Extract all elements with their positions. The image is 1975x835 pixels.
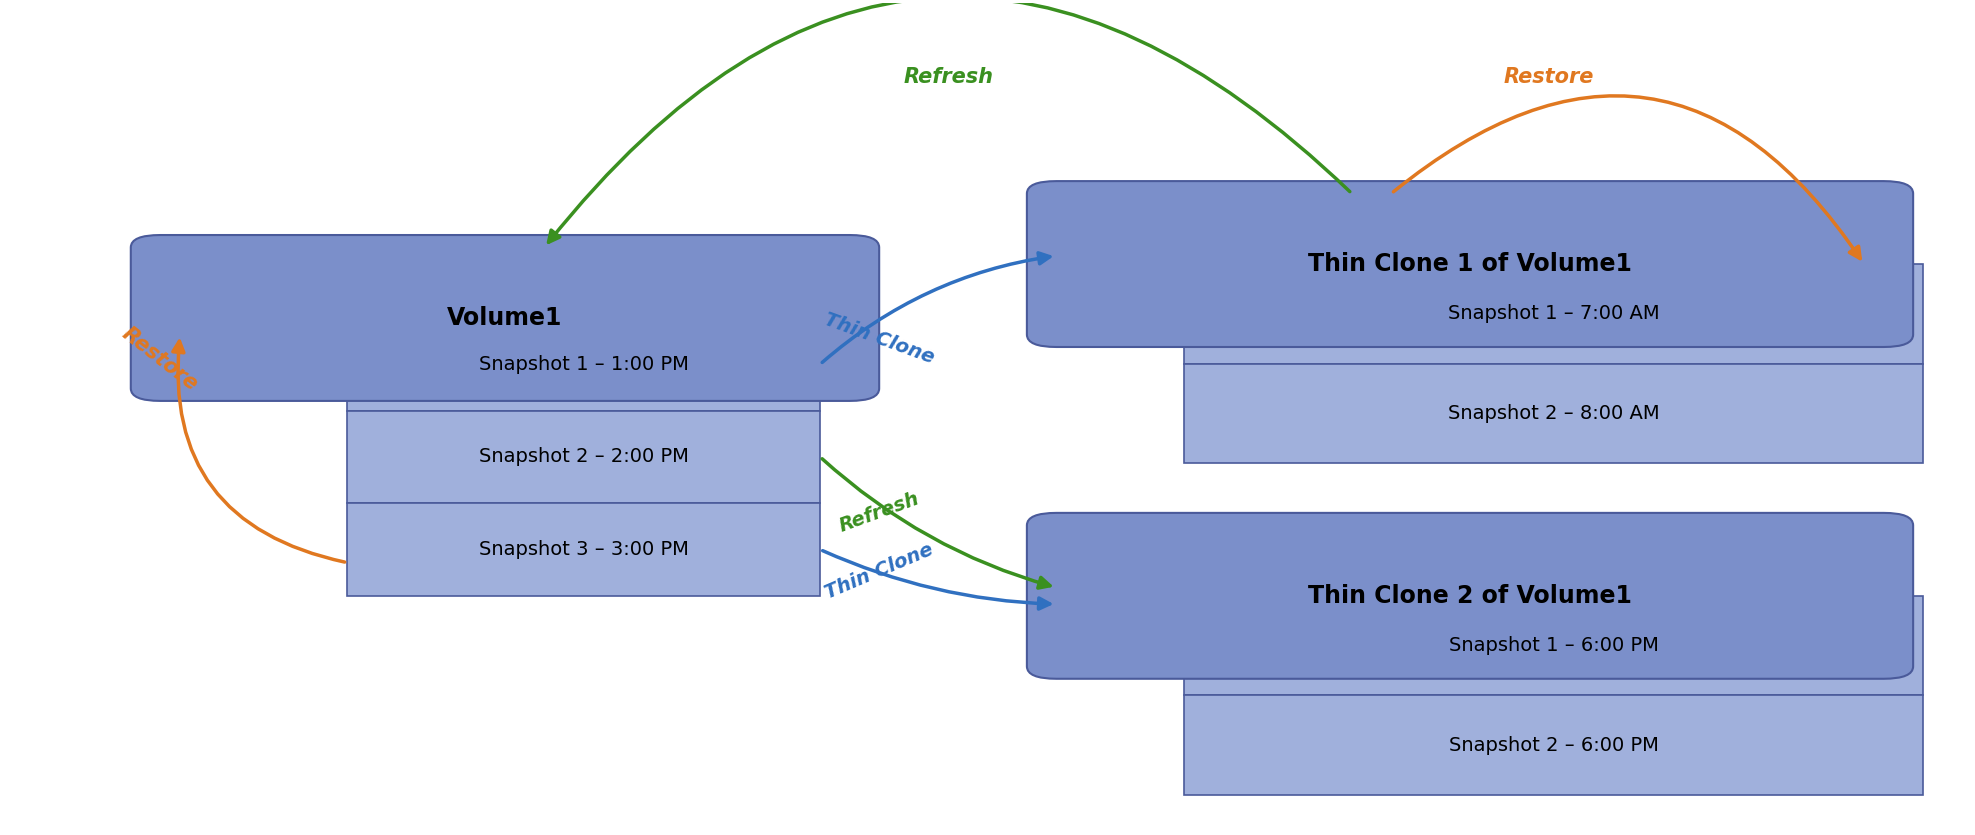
FancyBboxPatch shape <box>1027 181 1914 347</box>
Text: Restore: Restore <box>1503 68 1594 88</box>
Text: Thin Clone 2 of Volume1: Thin Clone 2 of Volume1 <box>1307 584 1631 608</box>
Text: Snapshot 2 – 8:00 AM: Snapshot 2 – 8:00 AM <box>1448 404 1659 423</box>
Text: Thin Clone: Thin Clone <box>822 310 936 367</box>
FancyArrowPatch shape <box>549 0 1349 242</box>
FancyArrowPatch shape <box>822 253 1051 362</box>
Text: Restore: Restore <box>118 324 201 395</box>
FancyBboxPatch shape <box>1185 363 1924 463</box>
Text: Snapshot 3 – 3:00 PM: Snapshot 3 – 3:00 PM <box>478 540 689 559</box>
Text: Refresh: Refresh <box>903 68 993 88</box>
FancyBboxPatch shape <box>348 411 820 504</box>
Text: Snapshot 2 – 6:00 PM: Snapshot 2 – 6:00 PM <box>1450 736 1659 755</box>
Text: Snapshot 2 – 2:00 PM: Snapshot 2 – 2:00 PM <box>478 448 689 467</box>
Text: Thin Clone 1 of Volume1: Thin Clone 1 of Volume1 <box>1307 252 1631 276</box>
FancyArrowPatch shape <box>824 550 1051 609</box>
FancyBboxPatch shape <box>130 235 879 401</box>
FancyBboxPatch shape <box>348 318 820 411</box>
Text: Volume1: Volume1 <box>446 306 563 330</box>
FancyArrowPatch shape <box>174 342 346 562</box>
Text: Thin Clone: Thin Clone <box>822 539 936 602</box>
FancyArrowPatch shape <box>822 458 1051 588</box>
FancyBboxPatch shape <box>1185 264 1924 363</box>
FancyArrowPatch shape <box>1394 96 1860 259</box>
Text: Refresh: Refresh <box>835 489 922 536</box>
FancyBboxPatch shape <box>1027 513 1914 679</box>
FancyBboxPatch shape <box>348 504 820 596</box>
Text: Snapshot 1 – 7:00 AM: Snapshot 1 – 7:00 AM <box>1448 304 1659 323</box>
FancyBboxPatch shape <box>1185 696 1924 795</box>
Text: Snapshot 1 – 1:00 PM: Snapshot 1 – 1:00 PM <box>478 355 689 374</box>
FancyBboxPatch shape <box>1185 596 1924 696</box>
Text: Snapshot 1 – 6:00 PM: Snapshot 1 – 6:00 PM <box>1450 636 1659 655</box>
